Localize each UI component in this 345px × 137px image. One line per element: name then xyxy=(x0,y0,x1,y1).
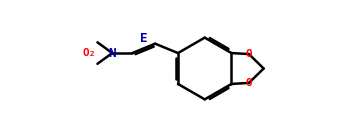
Text: N: N xyxy=(108,47,116,60)
Text: O: O xyxy=(246,78,252,88)
Text: O: O xyxy=(246,49,252,59)
Text: E: E xyxy=(140,32,148,45)
Text: O₂: O₂ xyxy=(82,48,96,58)
